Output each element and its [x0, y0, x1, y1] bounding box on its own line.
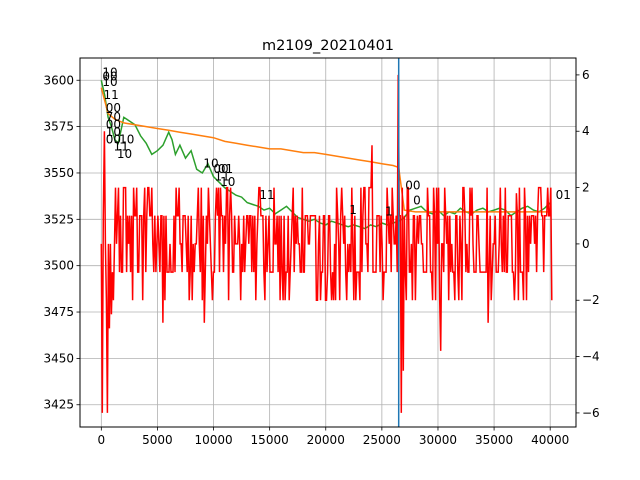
y-left-tick-label: 3500	[43, 259, 74, 273]
annotation-label: 70	[106, 110, 121, 124]
annotation-label: 10	[203, 156, 218, 170]
annotation-label: 00	[106, 117, 121, 131]
x-tick-label: 40000	[531, 433, 569, 447]
orange-series-line	[100, 87, 551, 213]
annotation-label: 11	[259, 188, 274, 202]
y-right-tick-label: 0	[582, 237, 590, 251]
annotation-label: 0	[413, 193, 421, 207]
y-right-tick-label: 6	[582, 68, 590, 82]
annotation-label: 10	[119, 132, 134, 146]
annotation-label: 11	[103, 88, 118, 102]
annotation-label: 00	[102, 69, 117, 83]
annotation-label: 11	[114, 140, 129, 154]
chart-title: m2109_20210401	[262, 38, 394, 54]
y-left-tick-label: 3525	[43, 212, 74, 226]
plot-series	[100, 58, 553, 427]
x-tick-label: 15000	[251, 433, 289, 447]
annotation-label: 01	[556, 188, 571, 202]
y-left-tick-label: 3425	[43, 398, 74, 412]
annotation-label: 00	[106, 101, 121, 115]
annotation-label: 10	[117, 147, 132, 161]
y-right-tick-label: 2	[582, 181, 590, 195]
y-left-tick-label: 3475	[43, 305, 74, 319]
annotation-label: 10	[106, 125, 121, 139]
y-right-tick-label: −6	[582, 406, 600, 420]
x-tick-label: 25000	[363, 433, 401, 447]
annotation-label: 11	[215, 169, 230, 183]
annotation-label: 00	[213, 162, 228, 176]
annotation-label: 10	[220, 175, 235, 189]
x-tick-label: 10000	[194, 433, 232, 447]
annotation-label: 01	[218, 162, 233, 176]
x-tick-label: 0	[98, 433, 106, 447]
annotation-label: 00	[106, 132, 121, 146]
red-signal-line	[100, 74, 553, 413]
x-tick-label: 35000	[475, 433, 513, 447]
y-right-tick-label: −4	[582, 350, 600, 364]
x-tick-label: 30000	[419, 433, 457, 447]
axis-ticks: 0 5000 10000 15000 20000 25000 30000 35000 40000…	[43, 68, 599, 447]
x-tick-label: 5000	[142, 433, 173, 447]
y-left-tick-label: 3450	[43, 351, 74, 365]
annotation-label: 10	[102, 75, 117, 89]
annotation-label: 1	[349, 203, 357, 217]
annotation-label: 10	[102, 66, 117, 80]
y-right-tick-label: 4	[582, 124, 590, 138]
y-left-tick-label: 3575	[43, 120, 74, 134]
axes-frame	[79, 57, 577, 428]
annotation-label: 1	[385, 205, 393, 219]
y-right-tick-label: −2	[582, 293, 600, 307]
y-left-tick-label: 3550	[43, 166, 74, 180]
y-left-tick-label: 3600	[43, 73, 74, 87]
annotation-label: 00	[405, 179, 420, 193]
x-tick-label: 20000	[307, 433, 345, 447]
